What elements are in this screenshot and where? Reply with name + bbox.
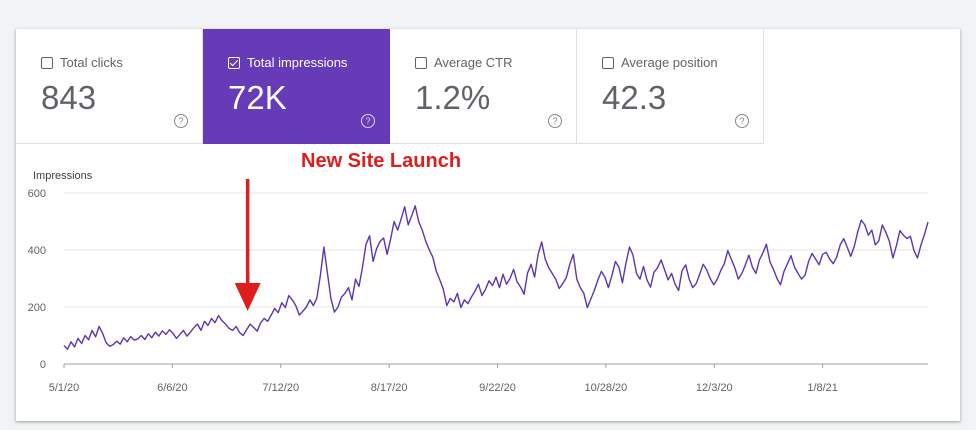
help-icon[interactable]: ? [174,114,188,128]
metric-tile-total-impressions[interactable]: Total impressions 72K ? [203,29,390,144]
performance-card: Total clicks 843 ? Total impressions 72K… [16,29,960,421]
y-axis-label: Impressions [33,170,93,182]
metric-label: Total clicks [60,55,123,70]
x-tick-label: 12/3/20 [696,382,733,394]
metric-label: Average position [621,55,718,70]
x-tick-label: 1/8/21 [807,382,838,394]
help-icon[interactable]: ? [548,114,562,128]
metric-label: Total impressions [247,55,348,70]
x-tick-label: 7/12/20 [262,382,299,394]
metric-value: 1.2% [415,79,491,116]
impressions-line-chart: 0 200 400 600 5/1/20 6/6/20 7/12/20 8/17/20 9/22… [28,179,929,394]
y-tick-label: 400 [28,245,46,257]
metric-tile-total-clicks[interactable]: Total clicks 843 ? [16,29,203,144]
checkbox-average-position[interactable] [602,56,614,69]
x-tick-label: 8/17/20 [371,382,408,394]
help-icon[interactable]: ? [361,114,375,128]
checkbox-total-impressions[interactable] [228,56,240,69]
checkbox-average-ctr[interactable] [415,56,427,69]
x-tick-label: 6/6/20 [157,382,188,394]
metric-tiles: Total clicks 843 ? Total impressions 72K… [16,29,764,144]
y-tick-label: 0 [40,359,46,371]
metric-value: 72K [228,79,287,116]
annotation-arrow-head [234,283,261,311]
metric-label: Average CTR [434,55,513,70]
y-tick-label: 600 [28,188,46,200]
help-icon[interactable]: ? [735,114,749,128]
checkbox-total-clicks[interactable] [41,56,53,69]
metric-value: 843 [41,79,97,116]
y-tick-label: 200 [28,302,46,314]
x-tick-label: 10/28/20 [584,382,627,394]
metric-tile-average-position[interactable]: Average position 42.3 ? [577,29,764,144]
metric-tile-average-ctr[interactable]: Average CTR 1.2% ? [390,29,577,144]
metric-value: 42.3 [602,79,667,116]
new-site-launch-annotation: New Site Launch [301,150,462,172]
x-tick-label: 9/22/20 [479,382,516,394]
x-tick-label: 5/1/20 [49,382,80,394]
impressions-series-line [63,205,929,350]
